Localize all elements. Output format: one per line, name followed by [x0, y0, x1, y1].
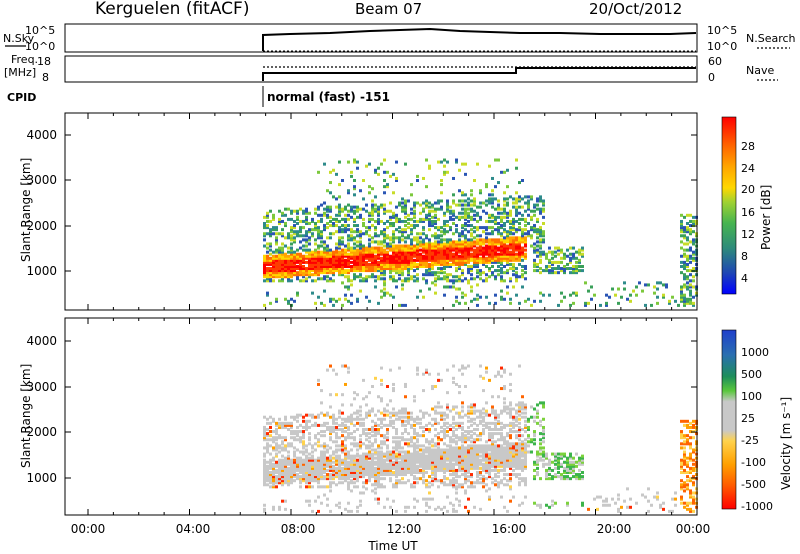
beam-title: Beam 07	[355, 0, 422, 18]
vel-cbar-tick-neg500: -500	[741, 478, 766, 491]
velocity-ytick-1000: 1000	[26, 471, 57, 485]
vel-cbar-tick-100: 100	[741, 390, 762, 403]
cpid-value: normal (fast) -151	[267, 90, 390, 104]
velocity-panel-ticks	[65, 318, 698, 515]
velocity-ytick-4000: 4000	[26, 334, 57, 348]
velocity-ylabel: Slant Range [km]	[19, 364, 33, 468]
xtick-1200: 12:00	[387, 522, 422, 536]
power-cbar-tick-24: 24	[741, 162, 755, 175]
vel-cbar-tick-500: 500	[741, 368, 762, 381]
xtick-0400: 04:00	[176, 522, 211, 536]
power-data	[263, 158, 698, 307]
velocity-panel-frame	[64, 317, 698, 516]
power-ytick-2000: 2000	[26, 219, 57, 233]
vel-cbar-tick-1000: 1000	[741, 346, 769, 359]
nave-tick-bottom: 0	[708, 71, 715, 84]
vel-cbar-tick-neg100: -100	[741, 456, 766, 469]
freq-label: Freq.	[11, 53, 38, 66]
power-cbar-tick-8: 8	[741, 250, 748, 263]
velocity-ytick-3000: 3000	[26, 380, 57, 394]
power-panel-frame	[64, 112, 698, 311]
power-ytick-3000: 3000	[26, 173, 57, 187]
xtick-2400: 00:00	[676, 522, 711, 536]
power-cbar-tick-20: 20	[741, 183, 755, 196]
velocity-data	[263, 364, 698, 513]
nave-tick-top: 60	[708, 55, 722, 68]
nsearch-label: N.Search	[746, 32, 796, 45]
station-title: Kerguelen (fitACF)	[95, 0, 249, 19]
freq-series-line	[262, 67, 696, 81]
nsky-panel-frame	[64, 23, 698, 53]
velocity-colorbar	[721, 329, 737, 510]
nsearch-tick-top: 10^5	[707, 24, 737, 37]
xaxis-label: Time UT	[367, 539, 418, 553]
xtick-2000: 20:00	[597, 522, 632, 536]
nsearch-tick-bottom: 10^0	[707, 40, 737, 53]
date-title: 20/Oct/2012	[589, 0, 682, 18]
cpid-label: CPID	[7, 91, 36, 104]
nsky-series-line	[262, 27, 697, 51]
power-cbar-tick-12: 12	[741, 228, 755, 241]
freq-tick-top: 18	[37, 55, 51, 68]
power-ytick-1000: 1000	[26, 264, 57, 278]
nave-label: Nave	[746, 64, 774, 77]
velocity-ytick-2000: 2000	[26, 425, 57, 439]
vel-cbar-tick-neg1000: -1000	[741, 500, 773, 513]
vel-cbar-tick-25: 25	[741, 412, 755, 425]
xtick-0800: 08:00	[281, 522, 316, 536]
nsky-tick-bottom: 10^0	[25, 40, 55, 53]
power-cbar-tick-16: 16	[741, 206, 755, 219]
power-panel-ticks	[65, 113, 698, 310]
nsky-label: N.Sky	[3, 32, 35, 45]
nsky-tick-top: 10^5	[25, 24, 55, 37]
freq-panel-frame	[64, 55, 698, 83]
power-cbar-label: Power [dB]	[759, 185, 773, 250]
power-cbar-tick-4: 4	[741, 272, 748, 285]
velocity-cbar-label: Velocity [m s⁻¹]	[779, 397, 793, 490]
power-cbar-tick-28: 28	[741, 140, 755, 153]
power-colorbar	[721, 116, 737, 295]
xtick-1600: 16:00	[492, 522, 527, 536]
xtick-0000: 00:00	[71, 522, 106, 536]
freq-unit-label: [MHz]	[4, 66, 36, 79]
power-ylabel: Slant Range [km]	[19, 158, 33, 262]
power-ytick-4000: 4000	[26, 128, 57, 142]
freq-tick-bottom: 8	[42, 71, 49, 84]
vel-cbar-tick-neg25: -25	[741, 434, 759, 447]
